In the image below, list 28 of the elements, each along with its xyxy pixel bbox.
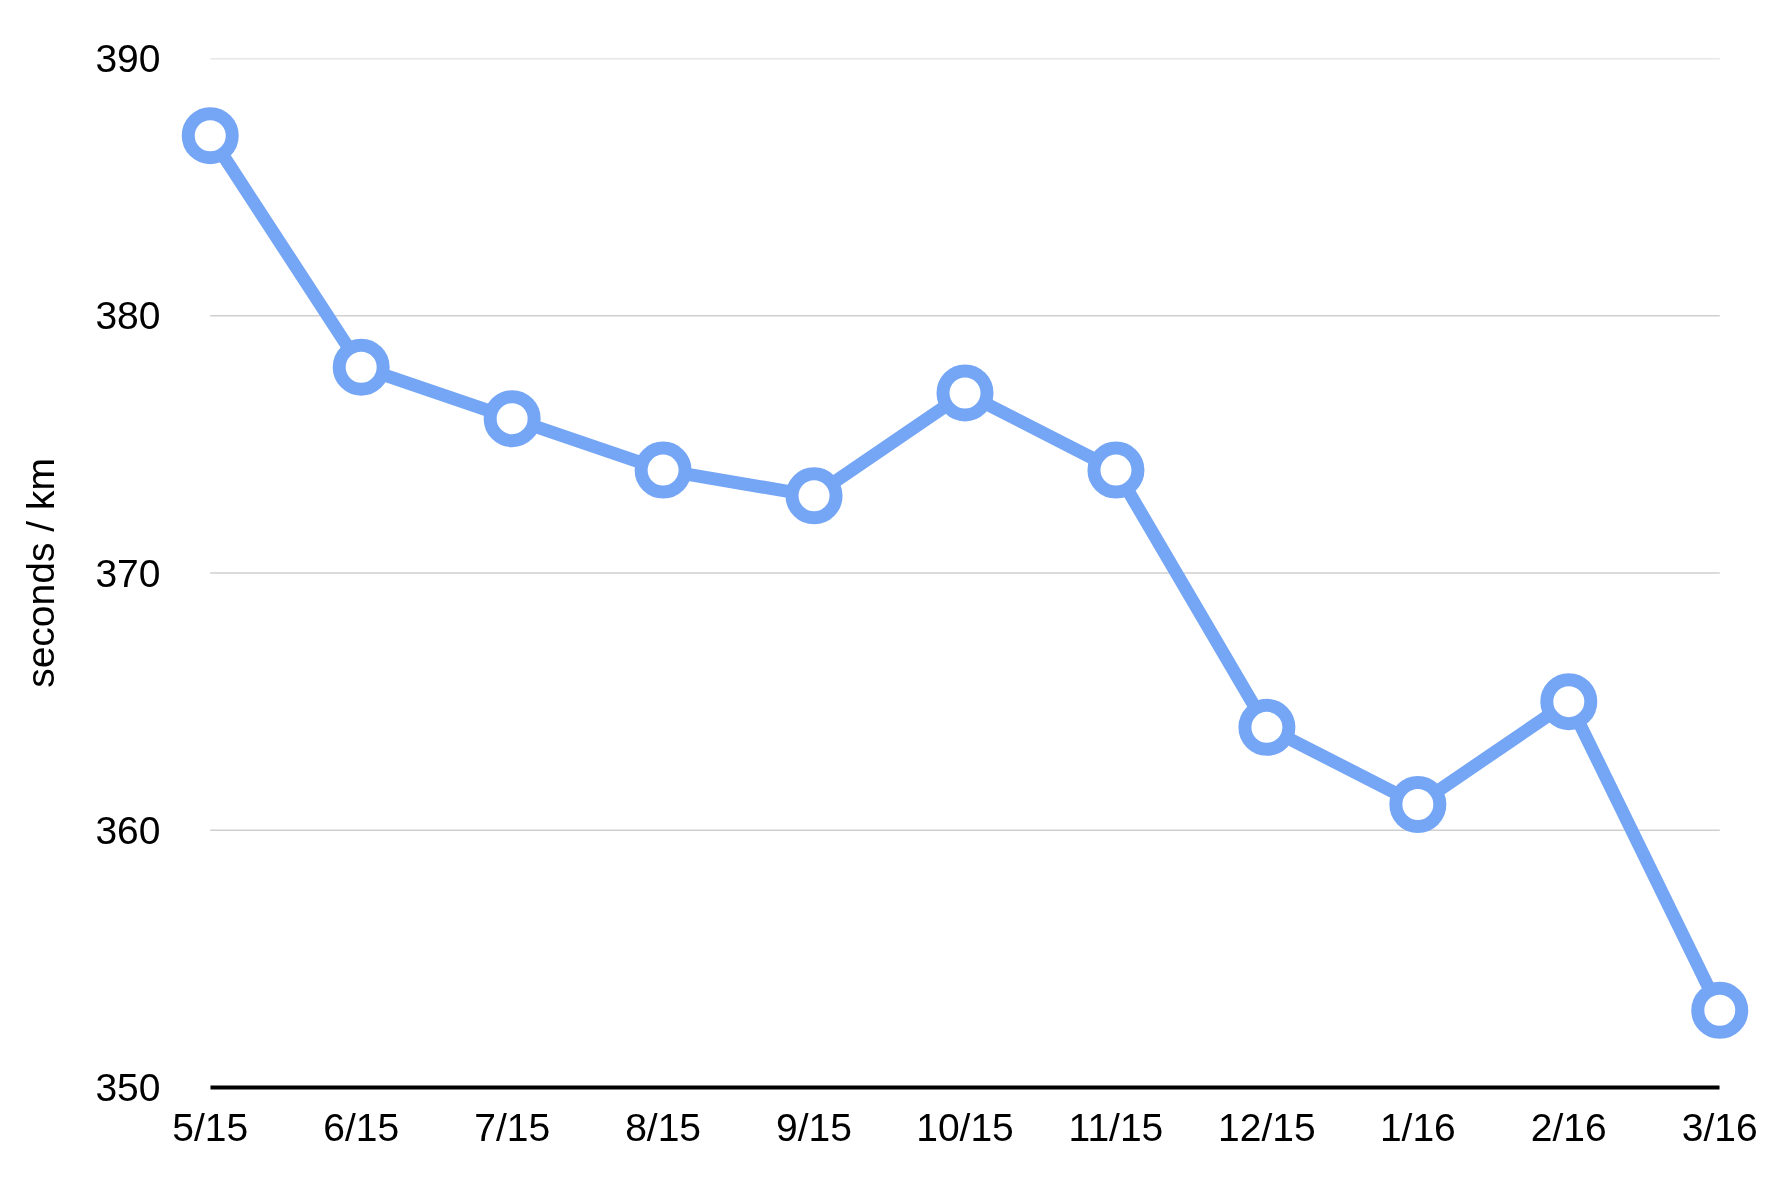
point — [785, 467, 843, 525]
y-tick-label: 380 — [95, 294, 161, 338]
x-tick-label: 2/16 — [1530, 1105, 1607, 1149]
point — [483, 390, 541, 448]
x-tick-label: 9/15 — [776, 1105, 852, 1149]
y-tick-label: 390 — [95, 37, 161, 80]
y-axis-title: seconds / km — [19, 458, 63, 688]
y-tick-label: 360 — [95, 808, 161, 852]
x-tick-label: 10/15 — [916, 1105, 1014, 1149]
x-tick-label: 12/15 — [1218, 1105, 1316, 1149]
point — [181, 107, 239, 165]
y-tick-label: 350 — [95, 1066, 161, 1109]
point — [1691, 981, 1749, 1039]
point — [1238, 698, 1296, 756]
point — [332, 338, 390, 396]
point — [1087, 441, 1145, 499]
point — [1540, 673, 1598, 731]
point — [936, 364, 994, 422]
x-tick-label: 11/15 — [1068, 1105, 1164, 1149]
y-tick-label: 370 — [95, 551, 161, 595]
x-tick-label: 3/16 — [1681, 1105, 1758, 1149]
x-tick-label: 7/15 — [474, 1105, 551, 1149]
x-tick-label: 6/15 — [323, 1105, 400, 1149]
point — [634, 441, 692, 499]
x-tick-label: 8/15 — [625, 1105, 702, 1149]
point — [1389, 776, 1447, 833]
x-tick-label: 1/16 — [1379, 1105, 1456, 1149]
x-tick-label: 5/15 — [172, 1105, 249, 1149]
